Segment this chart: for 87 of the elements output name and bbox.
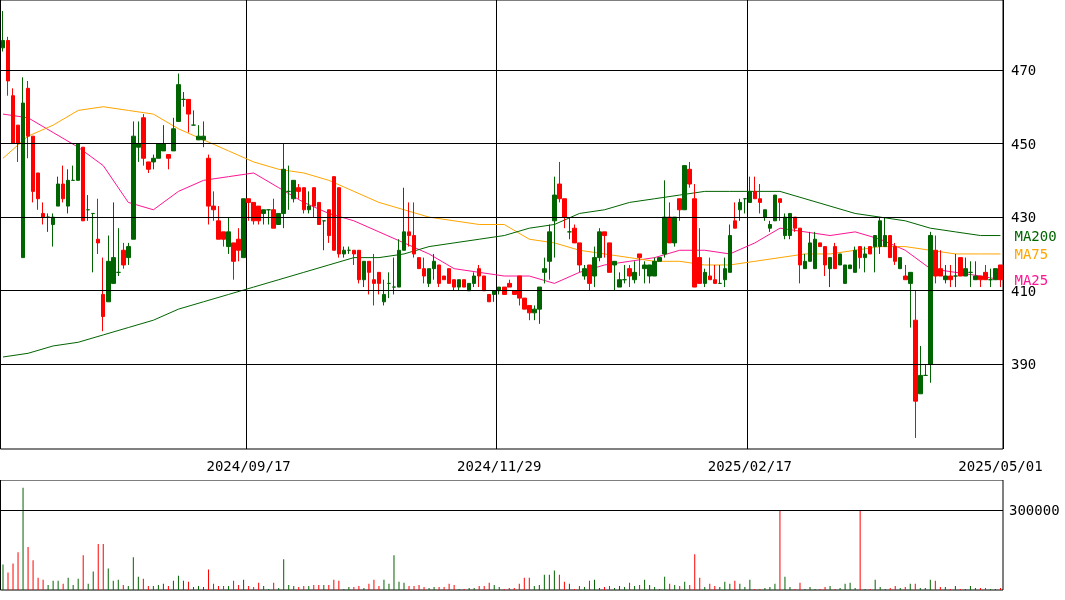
candlestick xyxy=(56,176,60,207)
candlestick xyxy=(462,279,466,288)
candlestick xyxy=(858,246,862,270)
series-label: MA200 xyxy=(1014,227,1057,244)
candlestick xyxy=(607,242,612,273)
candlestick xyxy=(91,212,95,273)
candlestick xyxy=(66,168,70,214)
candlestick xyxy=(773,194,777,222)
candlestick xyxy=(362,260,366,288)
candlestick xyxy=(863,246,867,273)
candlestick xyxy=(953,253,958,288)
candlestick xyxy=(226,216,231,255)
candlestick xyxy=(51,212,55,248)
candlestick xyxy=(672,216,677,248)
candlestick xyxy=(6,36,10,97)
x-tick-label: 2025/02/17 xyxy=(707,458,793,474)
text: 300000 xyxy=(1009,502,1060,519)
candlestick xyxy=(582,264,587,281)
candlestick xyxy=(1,10,5,53)
candlestick xyxy=(141,113,146,167)
candlestick xyxy=(457,279,461,292)
candlestick xyxy=(186,98,191,133)
candlestick xyxy=(322,220,326,251)
x-tick-label: 2024/11/29 xyxy=(457,458,542,474)
x-tick-label: 2025/05/01 xyxy=(958,458,1043,474)
candlestick xyxy=(547,224,552,281)
candlestick xyxy=(241,198,246,259)
candlestick xyxy=(958,257,963,277)
candlestick xyxy=(928,231,933,384)
candlestick xyxy=(703,268,707,288)
candlestick xyxy=(667,201,672,244)
candlestick xyxy=(908,271,913,329)
candlestick xyxy=(738,198,742,222)
candlestick xyxy=(903,264,908,281)
candlestick xyxy=(121,242,126,270)
candlestick xyxy=(307,190,311,214)
candlestick xyxy=(602,231,607,259)
candlestick xyxy=(61,165,65,203)
candlestick xyxy=(627,264,632,288)
candlestick xyxy=(146,161,151,174)
candlestick xyxy=(768,220,772,233)
candlestick xyxy=(166,154,171,170)
candlestick xyxy=(632,260,637,284)
candlestick xyxy=(81,146,85,222)
candlestick xyxy=(612,260,617,292)
candlestick xyxy=(828,257,832,288)
candlestick xyxy=(387,271,391,299)
candlestick xyxy=(487,293,491,303)
candlestick xyxy=(76,143,80,181)
candlestick xyxy=(191,109,196,126)
candlestick xyxy=(687,161,692,189)
candlestick xyxy=(382,279,386,306)
candlestick xyxy=(998,264,1003,288)
candlestick xyxy=(126,242,131,266)
candlestick xyxy=(943,264,948,284)
candlestick xyxy=(492,290,496,303)
candlestick xyxy=(733,201,737,229)
x-tick-label: 2024/09/17 xyxy=(206,458,291,474)
candlestick xyxy=(868,246,872,255)
y-tick-label: 430 xyxy=(1011,209,1037,226)
y-tick-label: 470 xyxy=(1011,61,1037,78)
candlestick xyxy=(171,117,176,152)
y-tick-label: 450 xyxy=(1011,135,1037,152)
candlestick xyxy=(342,246,346,259)
candlestick xyxy=(41,201,45,225)
candlestick xyxy=(367,260,371,295)
candlestick xyxy=(86,194,90,222)
candlestick xyxy=(973,260,978,281)
candlestick xyxy=(913,290,918,439)
candlestick xyxy=(763,209,767,222)
y-tick-label: 390 xyxy=(1011,356,1037,373)
candlestick xyxy=(101,257,105,332)
candlestick xyxy=(567,216,572,240)
candlestick xyxy=(677,198,682,222)
candlestick xyxy=(637,253,642,277)
candlestick xyxy=(898,257,902,270)
series-label: MA75 xyxy=(1014,245,1049,262)
candlestick xyxy=(271,198,276,229)
candlestick xyxy=(497,286,501,295)
candlestick xyxy=(542,257,547,284)
candlestick xyxy=(948,264,953,288)
candlestick xyxy=(21,76,25,259)
candlestick xyxy=(778,198,782,222)
candlestick xyxy=(96,198,100,255)
candlestick xyxy=(587,264,592,292)
candlestick xyxy=(833,242,837,270)
candlestick xyxy=(718,264,722,284)
